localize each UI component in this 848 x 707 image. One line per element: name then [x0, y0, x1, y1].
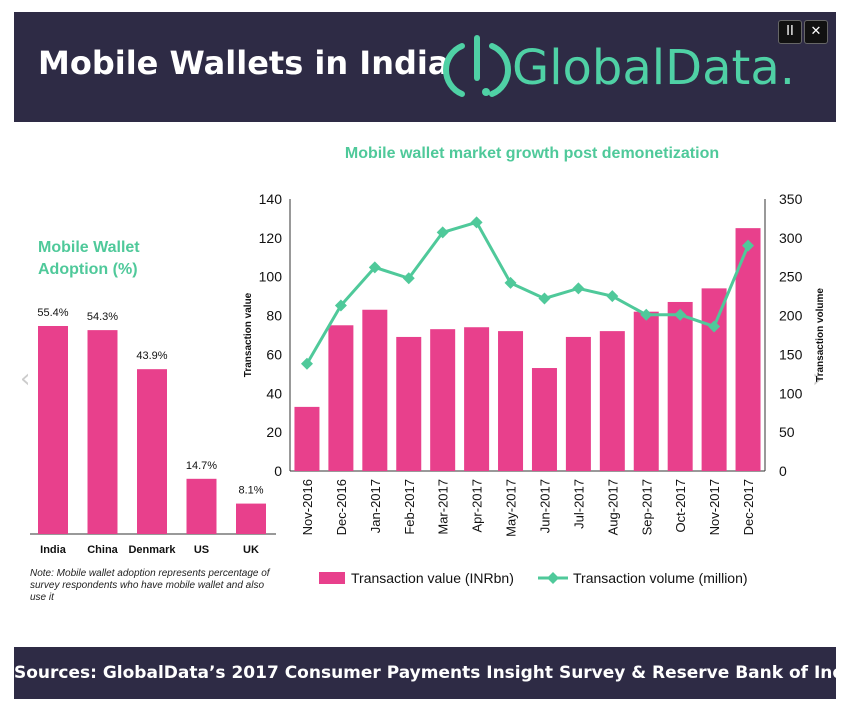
growth-value-bar — [565, 336, 591, 471]
growth-category-label: Nov-2017 — [707, 479, 722, 535]
chevron-left-icon[interactable]: ‹ — [20, 364, 31, 394]
page-title: Mobile Wallets in India — [38, 44, 450, 82]
adoption-category-label: Denmark — [128, 544, 176, 556]
adoption-bar — [38, 326, 68, 534]
growth-left-tick-label: 120 — [259, 230, 283, 246]
pause-button[interactable]: II — [778, 20, 802, 44]
growth-category-label: Nov-2016 — [300, 479, 315, 535]
adoption-bar — [137, 369, 167, 534]
adoption-title-line2: Adoption (%) — [38, 261, 138, 278]
growth-volume-point — [300, 357, 313, 370]
adoption-category-label: India — [40, 544, 67, 556]
globaldata-logo: GlobalData. — [442, 32, 822, 104]
growth-category-label: Jul-2017 — [571, 479, 586, 529]
growth-category-label: Jan-2017 — [368, 479, 383, 533]
growth-right-tick-label: 150 — [779, 346, 803, 362]
growth-volume-point — [708, 320, 721, 333]
growth-volume-point — [674, 308, 687, 321]
logo-text: GlobalData. — [512, 40, 795, 96]
legend-volume-marker — [547, 572, 559, 584]
growth-volume-point — [572, 282, 585, 295]
growth-volume-point — [606, 290, 619, 303]
adoption-bar-label: 54.3% — [87, 311, 118, 323]
header-banner: Mobile Wallets in India GlobalData. II ✕ — [14, 12, 836, 122]
growth-left-tick-label: 100 — [259, 269, 283, 285]
growth-right-tick-label: 50 — [779, 424, 795, 440]
growth-right-tick-label: 0 — [779, 463, 787, 479]
growth-value-bar — [599, 331, 625, 471]
growth-value-bar — [362, 309, 388, 471]
growth-volume-point — [742, 239, 755, 252]
adoption-bar — [87, 330, 118, 534]
growth-right-tick-label: 100 — [779, 385, 803, 401]
growth-value-bar — [531, 368, 557, 471]
growth-volume-point — [402, 272, 415, 285]
growth-volume-point — [640, 308, 653, 321]
growth-value-bar — [498, 331, 524, 471]
adoption-category-label: UK — [243, 544, 259, 556]
growth-category-label: Dec-2016 — [334, 479, 349, 535]
growth-right-tick-label: 300 — [779, 230, 803, 246]
growth-left-tick-label: 80 — [266, 308, 282, 324]
growth-category-label: Oct-2017 — [673, 479, 688, 532]
growth-left-tick-label: 40 — [266, 385, 282, 401]
growth-category-label: Sep-2017 — [639, 479, 654, 535]
growth-category-label: Feb-2017 — [402, 479, 417, 535]
growth-volume-point — [504, 276, 517, 289]
growth-category-label: Apr-2017 — [470, 479, 485, 532]
growth-right-tick-label: 250 — [779, 269, 803, 285]
growth-category-label: Mar-2017 — [436, 479, 451, 535]
growth-volume-point — [538, 292, 551, 305]
growth-value-bar — [328, 325, 354, 471]
growth-category-label: Aug-2017 — [605, 479, 620, 535]
growth-value-bar — [396, 336, 422, 471]
growth-volume-point — [334, 299, 347, 312]
growth-title: Mobile wallet market growth post demonet… — [345, 145, 719, 162]
adoption-category-label: US — [194, 544, 209, 556]
growth-value-bar — [701, 288, 727, 471]
legend-volume-label: Transaction volume (million) — [573, 570, 748, 586]
adoption-bar-label: 43.9% — [136, 350, 167, 362]
legend-value-swatch — [319, 572, 345, 584]
adoption-bar-label: 14.7% — [186, 460, 217, 472]
growth-right-tick-label: 200 — [779, 308, 803, 324]
legend-value-label: Transaction value (INRbn) — [351, 570, 514, 586]
growth-category-label: Dec-2017 — [741, 479, 756, 535]
close-button[interactable]: ✕ — [804, 20, 828, 44]
growth-right-tick-label: 350 — [779, 191, 803, 207]
growth-category-label: Jun-2017 — [537, 479, 552, 533]
growth-value-bar — [633, 311, 659, 471]
growth-left-tick-label: 20 — [266, 424, 282, 440]
growth-volume-point — [470, 216, 483, 229]
adoption-category-label: China — [87, 544, 118, 556]
growth-left-tick-label: 60 — [266, 346, 282, 362]
logo-mark-icon — [443, 35, 511, 97]
chevron-right-icon[interactable]: › — [812, 364, 823, 394]
adoption-bar-label: 55.4% — [37, 307, 68, 319]
sources-footer: Sources: GlobalData’s 2017 Consumer Paym… — [14, 647, 848, 699]
growth-volume-point — [436, 226, 449, 239]
growth-left-tick-label: 0 — [274, 463, 282, 479]
growth-value-bar — [294, 406, 320, 471]
growth-volume-point — [368, 261, 381, 274]
growth-left-tick-label: 140 — [259, 191, 283, 207]
adoption-note: Note: Mobile wallet adoption represents … — [30, 568, 270, 603]
adoption-bar — [236, 503, 266, 534]
growth-value-bar — [667, 301, 693, 471]
adoption-title-line1: Mobile Wallet — [38, 239, 140, 256]
growth-category-label: May-2017 — [504, 479, 519, 537]
adoption-bar — [186, 478, 217, 534]
growth-right-axis-label: Transaction volume — [815, 288, 826, 382]
growth-value-bar — [464, 327, 490, 471]
adoption-bar-label: 8.1% — [238, 485, 263, 497]
growth-left-axis-label: Transaction value — [243, 292, 254, 377]
growth-value-bar — [430, 329, 456, 471]
